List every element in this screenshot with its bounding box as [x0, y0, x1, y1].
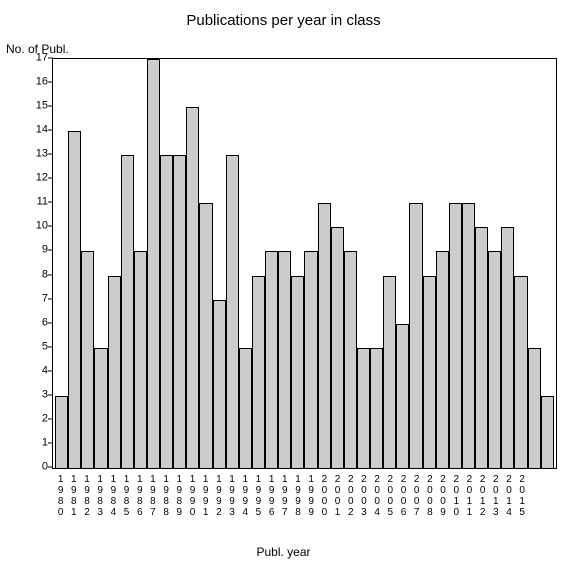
bar — [528, 348, 541, 468]
chart-title: Publications per year in class — [0, 12, 567, 29]
x-tick-label: 2006 — [397, 470, 410, 518]
x-tick-label: 2009 — [436, 470, 449, 518]
y-tick-label: 15 — [36, 101, 48, 112]
x-tick-label: 2014 — [502, 470, 515, 518]
x-tick-label: 2012 — [476, 470, 489, 518]
y-axis-ticks: 01234567891011121314151617 — [0, 58, 52, 469]
x-tick-label: 1987 — [146, 470, 159, 518]
bar — [94, 348, 107, 468]
x-tick-label: 1999 — [305, 470, 318, 518]
x-tick-label: 1985 — [120, 470, 133, 518]
x-tick-label: 1986 — [133, 470, 146, 518]
bar — [278, 251, 291, 468]
x-tick-label: 2007 — [410, 470, 423, 518]
x-tick-label: 2011 — [463, 470, 476, 518]
y-tick-label: 17 — [36, 53, 48, 64]
x-tick-label: 2005 — [384, 470, 397, 518]
bar — [331, 227, 344, 468]
x-tick-label: 1989 — [173, 470, 186, 518]
bar — [383, 276, 396, 468]
bar — [462, 203, 475, 468]
bar — [68, 131, 81, 468]
x-tick-label: 1991 — [199, 470, 212, 518]
bar — [344, 251, 357, 468]
y-tick-label: 14 — [36, 125, 48, 136]
y-tick-label: 11 — [37, 197, 48, 208]
bar — [108, 276, 121, 468]
x-tick-label: 2015 — [516, 470, 529, 518]
x-tick-label: 1994 — [239, 470, 252, 518]
x-tick-label: 1996 — [265, 470, 278, 518]
y-tick-label: 12 — [36, 173, 48, 184]
bar — [357, 348, 370, 468]
bar — [423, 276, 436, 468]
x-tick-label: 1992 — [212, 470, 225, 518]
bar — [541, 396, 554, 468]
bar — [265, 251, 278, 468]
bar — [409, 203, 422, 468]
bar — [436, 251, 449, 468]
bar — [199, 203, 212, 468]
x-tick-label: 2010 — [450, 470, 463, 518]
bar — [396, 324, 409, 468]
x-axis-label: Publ. year — [0, 545, 567, 559]
x-tick-label: 1998 — [291, 470, 304, 518]
x-tick-label: 1982 — [80, 470, 93, 518]
bars-group — [53, 59, 556, 468]
x-tick-label: 1981 — [67, 470, 80, 518]
x-tick-label: 1995 — [252, 470, 265, 518]
bar — [121, 155, 134, 468]
bar — [134, 251, 147, 468]
x-tick-label: 1988 — [160, 470, 173, 518]
bar — [370, 348, 383, 468]
x-tick-label: 1980 — [54, 470, 67, 518]
bar — [147, 59, 160, 468]
bar — [81, 251, 94, 468]
x-tick-label: 1983 — [94, 470, 107, 518]
bar — [318, 203, 331, 468]
x-tick-label: 2001 — [331, 470, 344, 518]
x-tick-label: 2013 — [489, 470, 502, 518]
bar — [186, 107, 199, 468]
x-tick-label — [529, 470, 542, 518]
x-tick-label: 2003 — [357, 470, 370, 518]
x-tick-label: 2000 — [318, 470, 331, 518]
bar — [291, 276, 304, 468]
bar — [226, 155, 239, 468]
bar — [160, 155, 173, 468]
bar — [488, 251, 501, 468]
bar — [514, 276, 527, 468]
x-tick-label: 2008 — [423, 470, 436, 518]
x-tick-label: 2002 — [344, 470, 357, 518]
x-tick-label: 1984 — [107, 470, 120, 518]
bar — [252, 276, 265, 468]
x-tick-label — [542, 470, 555, 518]
bar — [213, 300, 226, 468]
x-tick-label: 2004 — [371, 470, 384, 518]
x-tick-label: 1997 — [278, 470, 291, 518]
y-tick-label: 16 — [36, 77, 48, 88]
bar — [55, 396, 68, 468]
plot-area — [52, 58, 557, 469]
bar — [449, 203, 462, 468]
y-tick-label: 10 — [36, 221, 48, 232]
y-tick-label: 13 — [36, 149, 48, 160]
x-axis-ticks: 1980198119821983198419851986198719881989… — [52, 470, 557, 518]
bar — [304, 251, 317, 468]
bar — [475, 227, 488, 468]
bar — [239, 348, 252, 468]
bar — [173, 155, 186, 468]
bar — [501, 227, 514, 468]
chart-container: Publications per year in class No. of Pu… — [0, 0, 567, 567]
x-tick-label: 1993 — [225, 470, 238, 518]
x-tick-label: 1990 — [186, 470, 199, 518]
